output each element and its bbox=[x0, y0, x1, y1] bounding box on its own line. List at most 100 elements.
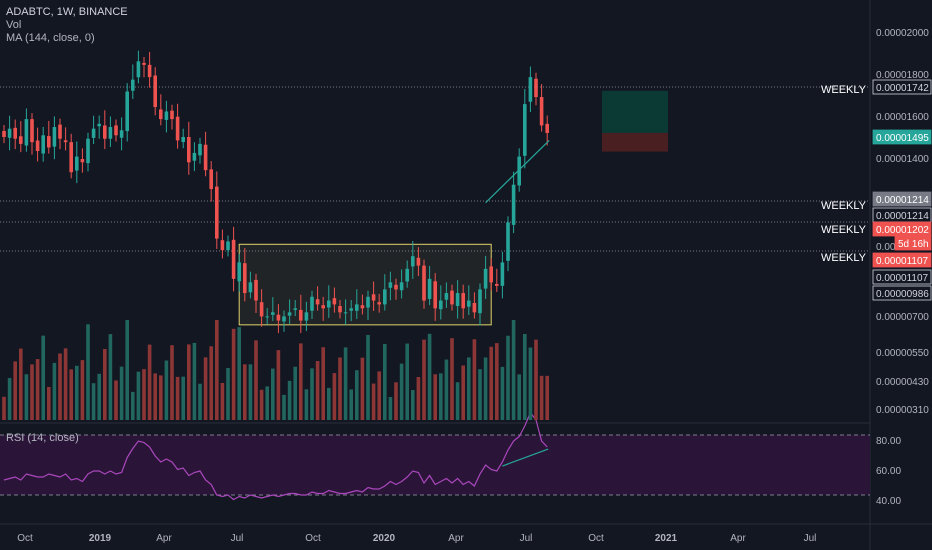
volume-bar bbox=[383, 343, 387, 420]
candle-body bbox=[455, 293, 460, 307]
price-tag-box bbox=[872, 252, 932, 268]
candle-body bbox=[103, 125, 107, 139]
volume-bar bbox=[231, 328, 236, 420]
candle-body bbox=[483, 268, 488, 289]
stop-zone bbox=[602, 132, 668, 152]
candle-body bbox=[136, 61, 141, 78]
candle-body bbox=[209, 169, 213, 190]
candle-body bbox=[86, 138, 90, 164]
candle-body bbox=[19, 136, 23, 144]
volume-bar bbox=[506, 335, 510, 420]
volume-bar bbox=[24, 374, 29, 420]
volume-bar bbox=[192, 342, 197, 420]
candle-body bbox=[41, 135, 45, 154]
candle-body bbox=[276, 314, 281, 321]
price-tick-label: 0.00001400 bbox=[876, 154, 929, 165]
candle-body bbox=[545, 123, 549, 133]
volume-bar bbox=[142, 369, 146, 420]
candle-body bbox=[366, 296, 370, 308]
time-axis-label: 2021 bbox=[655, 533, 678, 544]
weekly-label: WEEKLY bbox=[821, 200, 867, 212]
volume-bar bbox=[80, 360, 85, 420]
candle-body bbox=[343, 312, 348, 314]
volume-bar bbox=[461, 365, 465, 420]
candle-body bbox=[321, 305, 325, 309]
candle-body bbox=[349, 308, 353, 311]
volume-bar bbox=[108, 334, 113, 420]
volume-bar bbox=[343, 347, 348, 420]
volume-bar bbox=[226, 368, 230, 420]
price-tag-label: 0.00001202 bbox=[876, 225, 929, 236]
weekly-label: WEEKLY bbox=[821, 252, 867, 264]
candle-body bbox=[181, 136, 185, 143]
price-tick-label: 0.00001600 bbox=[876, 112, 929, 123]
candle-body bbox=[108, 127, 113, 139]
volume-bar bbox=[517, 374, 521, 420]
candle-body bbox=[478, 289, 482, 314]
candle-body bbox=[472, 302, 477, 313]
volume-bar bbox=[203, 357, 208, 420]
volume-bar bbox=[366, 334, 370, 420]
volume-bar bbox=[35, 359, 40, 420]
volume-bar bbox=[215, 320, 219, 420]
volume-bar bbox=[175, 376, 180, 420]
candle-body bbox=[282, 316, 286, 322]
candle-body bbox=[377, 302, 381, 305]
ma-legend: MA (144, close, 0) bbox=[6, 32, 95, 44]
rsi-legend[interactable]: RSI (14, close) bbox=[6, 432, 79, 444]
candle-body bbox=[192, 152, 197, 161]
volume-bar bbox=[136, 371, 141, 420]
volume-bar bbox=[91, 383, 96, 420]
weekly-label: WEEKLY bbox=[821, 84, 867, 96]
volume-bar bbox=[276, 350, 281, 420]
candle-body bbox=[355, 304, 359, 311]
symbol-legend[interactable]: ADABTC, 1W, BINANCE Vol MA (144, close, … bbox=[6, 6, 128, 45]
price-tag-label: 0.00001214 bbox=[876, 211, 929, 222]
volume-bar bbox=[422, 339, 426, 420]
candle-body bbox=[119, 130, 124, 138]
candle-body bbox=[383, 289, 387, 305]
volume-bar bbox=[416, 377, 421, 420]
candle-body bbox=[371, 294, 376, 301]
volume-bar bbox=[439, 373, 443, 420]
candle-body bbox=[259, 302, 264, 317]
candle-body bbox=[433, 281, 437, 309]
candle-body bbox=[265, 316, 269, 318]
volume-bar bbox=[360, 357, 365, 420]
candle-body bbox=[439, 300, 443, 310]
rsi-divergence-line bbox=[502, 448, 549, 467]
volume-bar bbox=[69, 369, 73, 420]
price-tag-box bbox=[872, 79, 932, 95]
candle-body bbox=[534, 78, 538, 98]
candle-body bbox=[220, 240, 225, 251]
volume-bar bbox=[293, 366, 297, 420]
candle-body bbox=[114, 125, 118, 136]
time-axis-label: Apr bbox=[156, 533, 172, 544]
candle-body bbox=[511, 184, 516, 225]
candle-body bbox=[461, 293, 465, 309]
volume-bar bbox=[58, 353, 62, 420]
candle-body bbox=[399, 282, 404, 291]
volume-bar bbox=[394, 382, 398, 420]
volume-bar bbox=[119, 366, 124, 420]
volume-bar bbox=[97, 373, 101, 420]
volume-bar bbox=[13, 361, 17, 420]
candle-body bbox=[97, 123, 101, 127]
candle-body bbox=[416, 257, 421, 266]
volume-bar bbox=[282, 394, 286, 420]
candle-body bbox=[147, 64, 152, 78]
volume-bar bbox=[455, 382, 460, 420]
volume-bar bbox=[30, 364, 34, 420]
volume-bar bbox=[170, 345, 174, 420]
price-trendline bbox=[485, 139, 550, 204]
rsi-band bbox=[0, 435, 870, 495]
volume-bar bbox=[287, 380, 292, 420]
price-tag-box bbox=[872, 269, 932, 285]
volume-bar bbox=[310, 368, 314, 420]
time-axis-label: Apr bbox=[730, 533, 746, 544]
candle-body bbox=[327, 300, 331, 308]
price-tag-label: 0.00001107 bbox=[876, 256, 929, 267]
volume-bar bbox=[75, 365, 79, 420]
